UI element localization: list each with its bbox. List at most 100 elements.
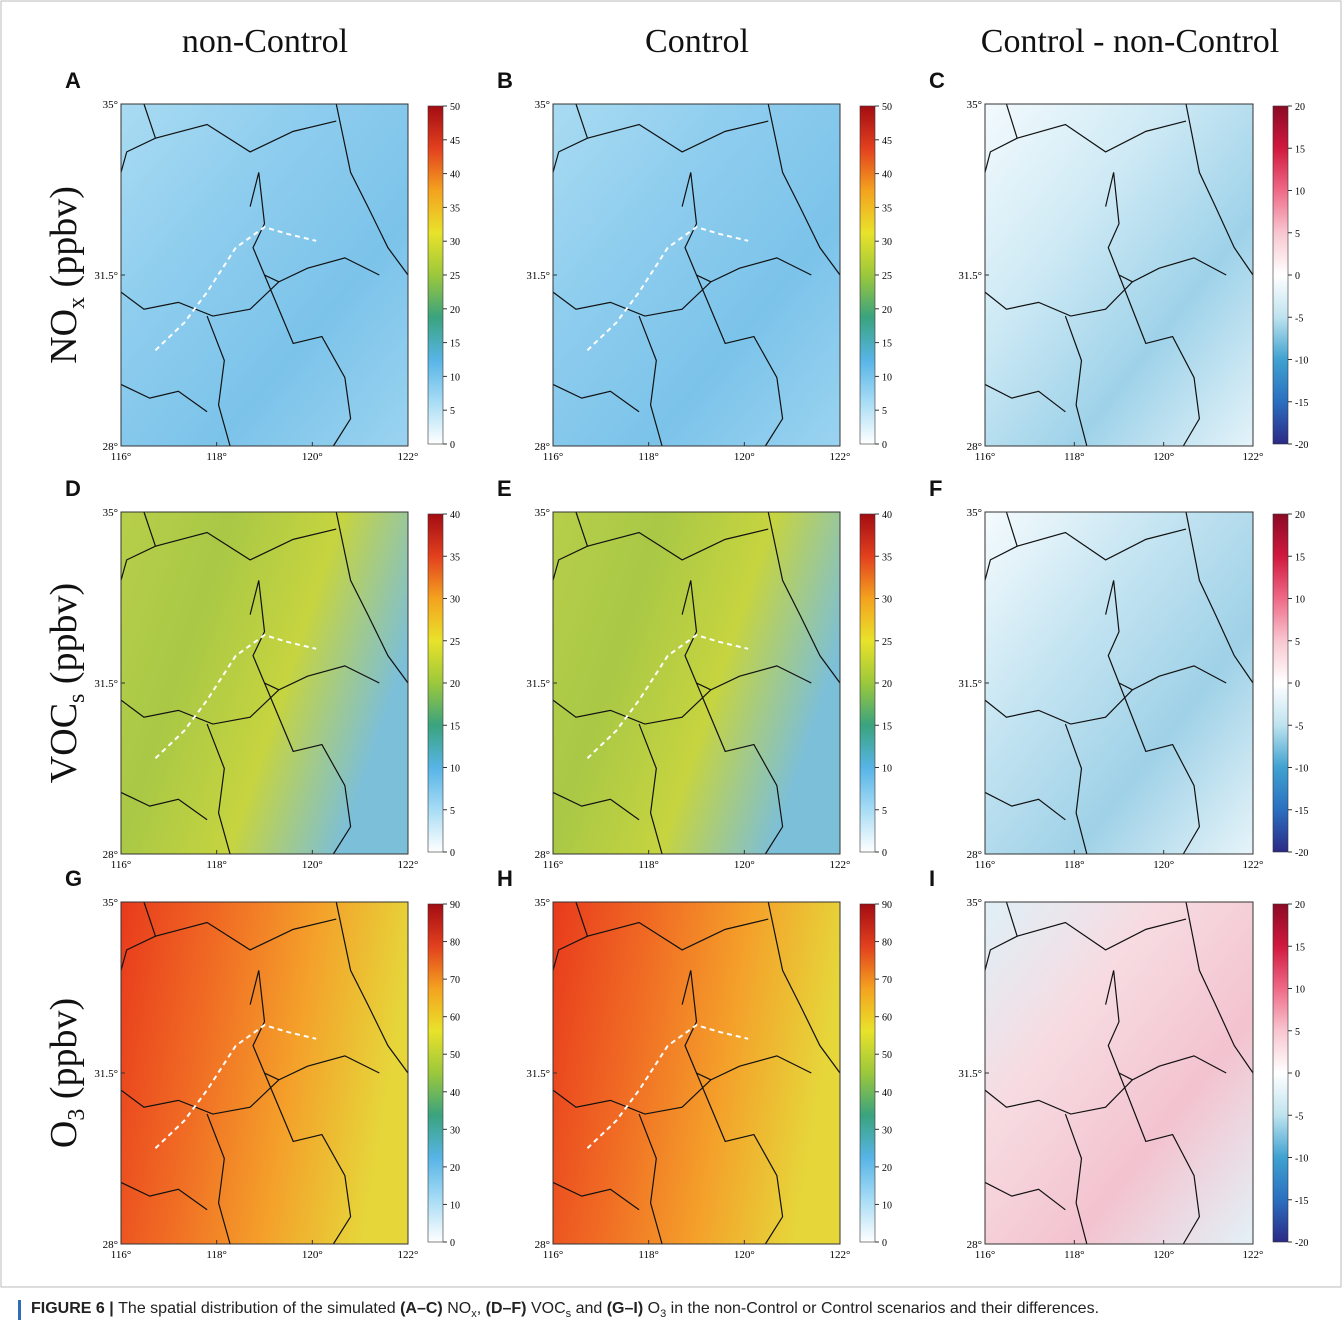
- colorbar-tick-label: 0: [450, 1238, 455, 1249]
- colorbar-tick-label: -10: [1295, 1154, 1308, 1165]
- boundary: [984, 791, 1066, 821]
- boundary: [1185, 901, 1254, 1074]
- boundary: [155, 918, 337, 951]
- boundary: [1185, 103, 1254, 276]
- boundary: [552, 1181, 640, 1211]
- lon-tick-label: 122°: [398, 451, 419, 463]
- colorbar-tick-label: 25: [450, 271, 460, 282]
- boundary: [120, 383, 208, 413]
- boundary: [552, 257, 812, 317]
- colorbar-tick-label: 20: [882, 1163, 892, 1174]
- lon-tick-label: 122°: [398, 1249, 419, 1261]
- lat-tick-label: 35°: [103, 99, 118, 111]
- lon-tick-label: 120°: [734, 451, 755, 463]
- boundary: [1185, 511, 1254, 684]
- colorbar-tick-label: 40: [450, 510, 460, 521]
- colorbar-tick-label: 25: [882, 637, 892, 648]
- boundary: [120, 103, 157, 173]
- caption-segment: O: [643, 1300, 661, 1317]
- boundary: [681, 970, 712, 1081]
- boundary: [1064, 723, 1088, 855]
- row-label: NOx (ppbv): [43, 186, 90, 364]
- lat-tick-label: 31.5°: [958, 270, 982, 282]
- lon-tick-label: 118°: [1064, 859, 1085, 871]
- colorbar-tick-label: 0: [882, 440, 887, 451]
- boundary: [120, 511, 157, 581]
- colorbar-tick-label: 70: [882, 975, 892, 986]
- colorbar-tick-label: 10: [1295, 595, 1305, 606]
- lon-tick-label: 122°: [1243, 1249, 1264, 1261]
- caption-segment: FIGURE 6 |: [31, 1300, 119, 1317]
- colorbar-tick-label: -20: [1295, 1238, 1308, 1249]
- colorbar-tick-label: 0: [450, 848, 455, 859]
- lat-tick-label: 35°: [535, 99, 550, 111]
- colorbar-tick-label: 80: [450, 938, 460, 949]
- lat-tick-label: 28°: [103, 441, 118, 453]
- boundary: [335, 901, 409, 1074]
- colorbar-tick-label: 10: [450, 372, 460, 383]
- colorbar-tick-label: 5: [882, 406, 887, 417]
- boundary: [120, 1181, 208, 1211]
- boundary: [552, 1055, 812, 1115]
- boundary: [984, 901, 1018, 971]
- boundary: [263, 1072, 352, 1245]
- lon-tick-label: 116°: [543, 451, 564, 463]
- lat-tick-label: 28°: [535, 1239, 550, 1251]
- boundary: [767, 901, 841, 1074]
- boundary: [1016, 918, 1187, 951]
- colorbar-tick-label: 0: [1295, 679, 1300, 690]
- colorbar-tick-label: 10: [1295, 187, 1305, 198]
- boundary: [335, 511, 409, 684]
- river: [586, 634, 749, 759]
- lat-tick-label: 28°: [967, 1239, 982, 1251]
- lat-tick-label: 35°: [967, 507, 982, 519]
- boundary: [681, 580, 712, 691]
- lat-tick-label: 31.5°: [94, 678, 118, 690]
- caption-segment: NO: [442, 1300, 472, 1317]
- colorbar-tick-label: 15: [882, 721, 892, 732]
- boundary: [552, 103, 589, 173]
- lon-tick-label: 120°: [734, 1249, 755, 1261]
- row-label: VOCs (ppbv): [43, 583, 90, 783]
- colorbar-tick-label: 70: [450, 975, 460, 986]
- colorbar-tick-label: -20: [1295, 440, 1308, 451]
- lon-tick-label: 118°: [206, 1249, 227, 1261]
- lon-tick-label: 116°: [975, 859, 996, 871]
- colorbar-tick-label: 30: [450, 237, 460, 248]
- lat-tick-label: 28°: [967, 441, 982, 453]
- panel-letter: B: [497, 68, 513, 93]
- boundary: [1118, 1072, 1201, 1245]
- boundary: [984, 103, 1018, 173]
- boundary: [552, 901, 589, 971]
- boundary: [206, 1113, 231, 1245]
- boundary: [120, 665, 380, 725]
- lon-tick-label: 118°: [206, 859, 227, 871]
- column-header: Control: [645, 23, 749, 60]
- colorbar: [859, 513, 876, 853]
- colorbar-tick-label: 20: [450, 1163, 460, 1174]
- caption-segment: and: [571, 1300, 607, 1317]
- boundary: [120, 1055, 380, 1115]
- boundary: [552, 665, 812, 725]
- lat-tick-label: 35°: [967, 897, 982, 909]
- colorbar-tick-label: 10: [882, 1200, 892, 1211]
- panel-letter: D: [65, 476, 81, 501]
- lat-tick-label: 31.5°: [526, 270, 550, 282]
- caption-segment: s: [565, 1308, 572, 1321]
- colorbar-tick-label: 35: [882, 552, 892, 563]
- caption-segment: x: [471, 1308, 477, 1321]
- boundary: [206, 315, 231, 447]
- lon-tick-label: 116°: [975, 1249, 996, 1261]
- boundary: [1016, 120, 1187, 153]
- colorbar: [1272, 105, 1289, 445]
- boundary: [249, 970, 280, 1081]
- lon-tick-label: 120°: [734, 859, 755, 871]
- boundary: [263, 682, 352, 855]
- colorbar-tick-label: 10: [882, 372, 892, 383]
- boundary: [155, 120, 337, 153]
- colorbar-tick-label: 30: [882, 237, 892, 248]
- boundary: [1105, 970, 1133, 1081]
- lat-tick-label: 28°: [103, 1239, 118, 1251]
- lon-tick-label: 122°: [830, 859, 851, 871]
- colorbar-tick-label: 5: [450, 806, 455, 817]
